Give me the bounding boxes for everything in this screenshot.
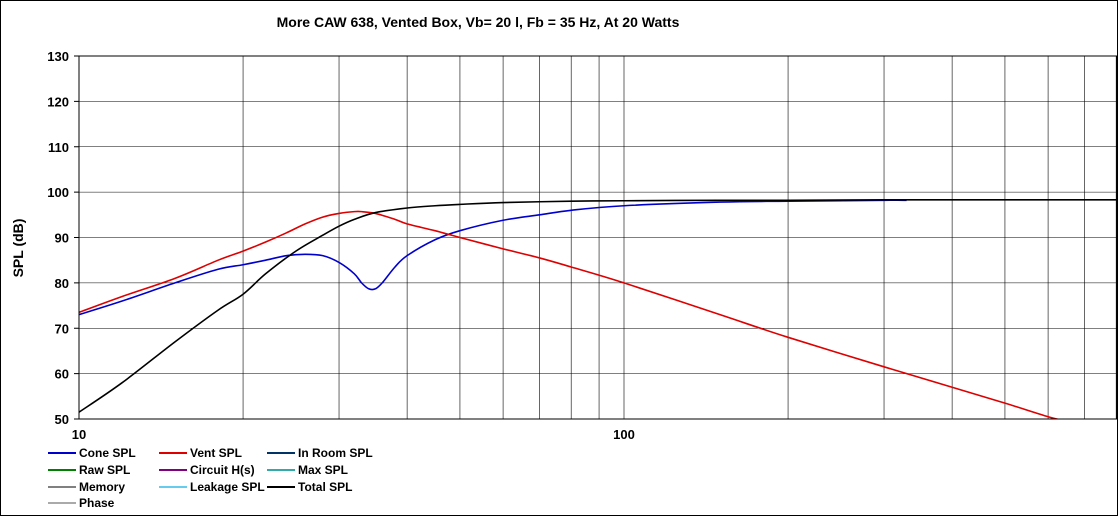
- chart-title: More CAW 638, Vented Box, Vb= 20 l, Fb =…: [277, 14, 680, 30]
- y-tick-label: 70: [55, 321, 69, 336]
- legend-label-max-spl: Max SPL: [298, 463, 348, 477]
- series-line-cone-spl: [79, 199, 907, 316]
- y-tick-label: 90: [55, 231, 69, 246]
- x-tick-label: 10: [72, 427, 86, 442]
- series-lines: [79, 199, 1117, 419]
- legend-label-vent-spl: Vent SPL: [190, 446, 242, 460]
- y-tick-label: 60: [55, 367, 69, 382]
- y-tick-label: 120: [47, 94, 69, 109]
- y-tick-label: 100: [47, 185, 69, 200]
- legend-label-circuit-h-s: Circuit H(s): [190, 463, 255, 477]
- series-line-total-spl: [79, 199, 1117, 413]
- series-line-vent-spl: [79, 210, 1061, 419]
- legend-label-total-spl: Total SPL: [298, 480, 352, 494]
- x-tick-label: 100: [613, 427, 635, 442]
- x-tick-labels: 10 100: [72, 427, 635, 442]
- legend: Cone SPL Vent SPL In Room SPL Raw SPL Circui…: [48, 446, 373, 510]
- y-axis-label: SPL (dB): [10, 219, 26, 278]
- legend-label-memory: Memory: [79, 480, 125, 494]
- legend-label-in-room-spl: In Room SPL: [298, 446, 373, 460]
- plot-area-frame: [78, 55, 1118, 420]
- y-tick-label: 110: [48, 140, 69, 155]
- legend-label-leakage-spl: Leakage SPL: [190, 480, 265, 494]
- y-tick-labels: 50 60 70 80 90 100 110 120 130: [47, 49, 79, 427]
- y-tick-label: 130: [47, 49, 69, 64]
- legend-label-raw-spl: Raw SPL: [79, 463, 130, 477]
- legend-label-cone-spl: Cone SPL: [79, 446, 136, 460]
- y-tick-label: 50: [55, 412, 69, 427]
- y-tick-label: 80: [55, 276, 69, 291]
- legend-label-phase: Phase: [79, 496, 115, 510]
